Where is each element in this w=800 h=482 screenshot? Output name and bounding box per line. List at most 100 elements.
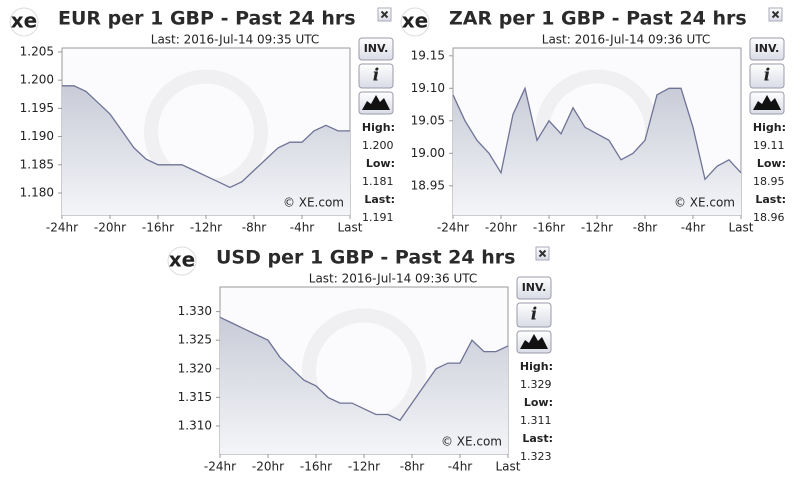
mountain-icon[interactable] — [362, 95, 390, 110]
logo: xe — [402, 9, 428, 33]
line — [452, 86, 742, 181]
y-tick-label: 1.190 — [20, 129, 54, 143]
y-tick-label: 1.310 — [178, 418, 212, 432]
x-tick-label: -12hr — [190, 221, 222, 235]
button-label[interactable]: i — [531, 305, 537, 325]
button-label[interactable]: INV. — [755, 42, 780, 55]
mountain-icon[interactable] — [753, 95, 781, 110]
close-icon[interactable] — [380, 10, 389, 19]
stat-value: 1.323 — [520, 450, 552, 463]
info-button[interactable]: i — [358, 63, 394, 89]
x-tick-label: -4hr — [290, 221, 315, 235]
y-tick-label: 19.15 — [411, 48, 445, 62]
x-tick-label: -16hr — [300, 460, 332, 474]
stat-label: Last: — [522, 432, 553, 445]
x-tick-label: -24hr — [46, 221, 78, 235]
close-icon[interactable] — [538, 249, 547, 258]
y-tick-label: 1.185 — [20, 157, 54, 171]
line — [219, 316, 509, 422]
x-tick-label: Last — [729, 221, 754, 235]
info-button[interactable]: i — [516, 302, 552, 328]
stat-label: Low: — [524, 396, 553, 409]
logo: xe — [169, 248, 195, 272]
x-tick-label: -4hr — [681, 221, 706, 235]
close-button[interactable] — [377, 7, 392, 22]
button-box[interactable] — [358, 37, 394, 61]
area — [453, 88, 741, 215]
chart-subtitle: Last: 2016-Jul-14 09:36 UTC — [542, 33, 710, 47]
stat-value: 19.11 — [753, 139, 785, 152]
invert-button[interactable]: INV. — [358, 37, 394, 61]
stat-value: 1.181 — [362, 175, 394, 188]
y-tick-label: 19.05 — [411, 113, 445, 127]
y-tick-label: 1.195 — [20, 101, 54, 115]
credit: © XE.com — [441, 435, 502, 449]
xe-widget: xe ZAR per 1 GBP - Past 24 hrs Last: 2016-… — [400, 7, 786, 235]
close-icon[interactable] — [771, 10, 780, 19]
y-tick-label: 19.00 — [411, 146, 445, 160]
mountain-icon[interactable] — [520, 334, 548, 349]
invert-button[interactable]: INV. — [749, 37, 785, 61]
stat-label: High: — [362, 121, 395, 134]
button-label[interactable]: i — [373, 66, 379, 86]
button-box[interactable] — [358, 63, 394, 89]
logo-circle — [167, 246, 197, 276]
close-button[interactable] — [768, 7, 783, 22]
x-tick-label: -16hr — [142, 221, 174, 235]
y-tick-label: 1.330 — [178, 304, 212, 318]
chart-type-button[interactable] — [358, 91, 394, 115]
credit: © XE.com — [283, 196, 344, 210]
chart-type-button[interactable] — [516, 330, 552, 354]
info-button[interactable]: i — [749, 63, 785, 89]
chart-title: USD per 1 GBP - Past 24 hrs — [216, 247, 515, 269]
x-tick-label: -12hr — [348, 460, 380, 474]
x-tick-label: Last — [338, 221, 363, 235]
stat-value: 1.329 — [520, 378, 552, 391]
stat-value: 1.191 — [362, 211, 394, 224]
button-box[interactable] — [516, 302, 552, 328]
stat-value: 1.200 — [362, 139, 394, 152]
area — [220, 317, 508, 454]
x-tick-label: -8hr — [242, 221, 267, 235]
x-tick-label: -8hr — [400, 460, 425, 474]
x-tick-label: -20hr — [252, 460, 284, 474]
button-box[interactable] — [749, 63, 785, 89]
x-tick-label: -16hr — [533, 221, 565, 235]
stat-label: Low: — [757, 157, 786, 170]
button-label[interactable]: INV. — [364, 42, 389, 55]
button-box[interactable] — [516, 276, 552, 300]
close-button[interactable] — [535, 246, 550, 261]
x-tick-label: -24hr — [204, 460, 236, 474]
y-tick-label: 1.200 — [20, 73, 54, 87]
button-box[interactable] — [749, 37, 785, 61]
chart-title: EUR per 1 GBP - Past 24 hrs — [58, 8, 356, 30]
invert-button[interactable]: INV. — [516, 276, 552, 300]
stat-value: 18.95 — [753, 175, 785, 188]
y-tick-label: 19.10 — [411, 81, 445, 95]
y-tick-label: 1.180 — [20, 185, 54, 199]
button-label[interactable]: INV. — [522, 281, 547, 294]
stat-value: 1.311 — [520, 414, 552, 427]
y-tick-label: 1.315 — [178, 390, 212, 404]
xe-widget: xe EUR per 1 GBP - Past 24 hrs Last: 2016-… — [9, 7, 395, 235]
button-label[interactable]: i — [764, 66, 770, 86]
logo: xe — [11, 9, 37, 33]
chart-subtitle: Last: 2016-Jul-14 09:35 UTC — [151, 33, 319, 47]
x-tick-label: -20hr — [94, 221, 126, 235]
stat-label: Last: — [755, 193, 786, 206]
y-tick-label: 18.95 — [411, 178, 445, 192]
x-tick-label: Last — [496, 460, 521, 474]
x-tick-label: -12hr — [581, 221, 613, 235]
logo-circle — [400, 7, 430, 37]
y-tick-label: 1.205 — [20, 44, 54, 58]
stat-label: High: — [753, 121, 786, 134]
area — [62, 85, 350, 215]
y-tick-label: 1.325 — [178, 333, 212, 347]
y-tick-label: 1.320 — [178, 361, 212, 375]
stat-label: Low: — [366, 157, 395, 170]
x-tick-label: -4hr — [448, 460, 473, 474]
chart-type-button[interactable] — [749, 91, 785, 115]
chart-subtitle: Last: 2016-Jul-14 09:36 UTC — [309, 272, 477, 286]
